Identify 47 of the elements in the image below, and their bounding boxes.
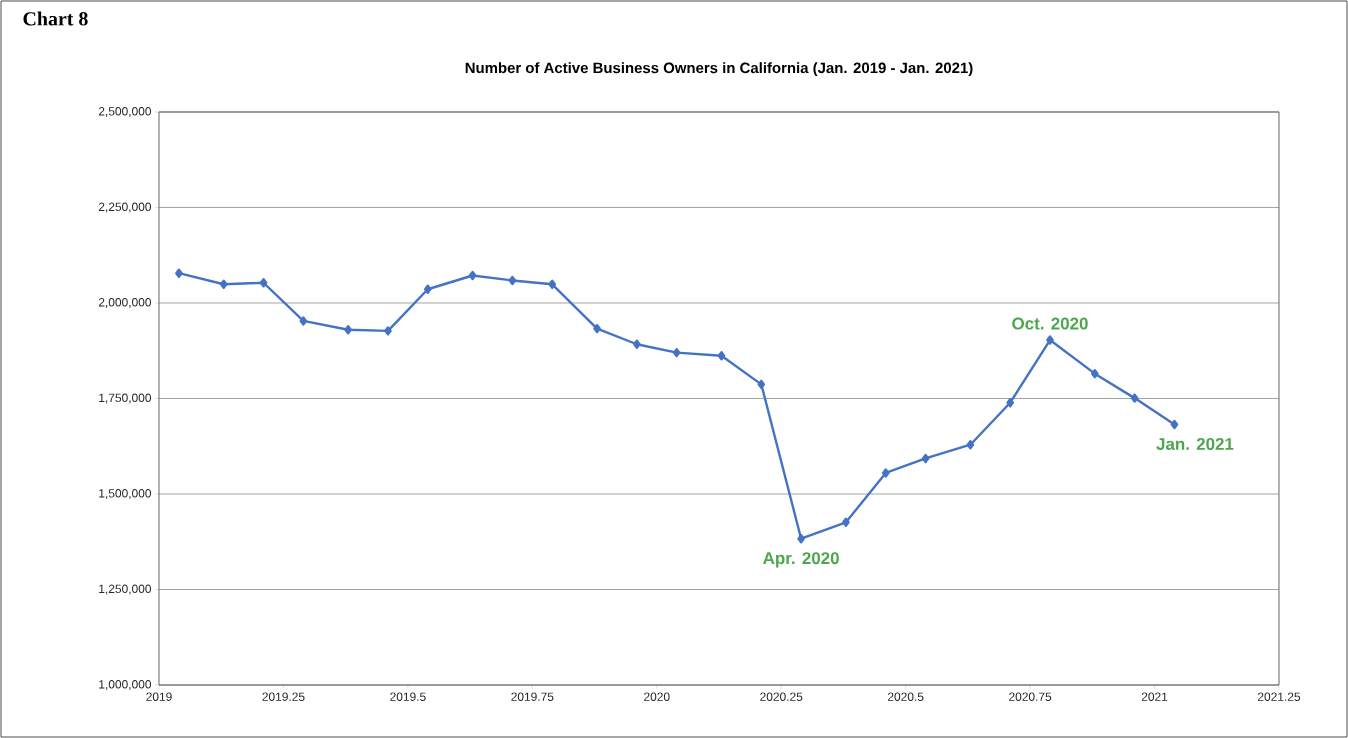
- annotation: Jan. 2021: [1156, 437, 1234, 450]
- x-tick-label: 2020: [644, 692, 670, 701]
- point: [299, 316, 308, 326]
- point: [672, 347, 681, 358]
- annotation: Oct. 2020: [1012, 317, 1088, 330]
- point: [548, 279, 557, 289]
- y-tick-label: 1,500,000: [99, 489, 152, 499]
- point: [423, 284, 432, 294]
- y-tick-label: 1,000,000: [99, 680, 152, 690]
- point: [1130, 393, 1139, 403]
- x-tick-label: 2020.5: [887, 692, 924, 701]
- point: [921, 453, 930, 464]
- point: [508, 275, 517, 286]
- point: [757, 379, 766, 390]
- y-tick-label: 2,250,000: [98, 202, 152, 213]
- point: [1046, 335, 1054, 345]
- caption: Chart 8: [23, 11, 88, 26]
- y-tick-label: 2,000,000: [98, 298, 152, 308]
- y-tick-label: 1,250,000: [99, 584, 152, 595]
- point: [717, 351, 726, 361]
- x-tick-label: 2020.75: [1009, 692, 1052, 701]
- point: [1006, 398, 1015, 408]
- point: [384, 326, 392, 336]
- x-tick-label: 2019.5: [390, 692, 426, 701]
- x-tick-label: 2019.75: [511, 692, 554, 701]
- point: [966, 440, 975, 450]
- point: [593, 323, 601, 334]
- point: [468, 270, 477, 281]
- point: [175, 268, 183, 278]
- point: [219, 279, 228, 289]
- point: [881, 468, 890, 478]
- x-tick-label: 2021: [1141, 692, 1168, 701]
- x-tick-label: 2019.25: [262, 692, 305, 701]
- point: [1170, 419, 1179, 430]
- x-tick-label: 2019: [146, 692, 172, 701]
- y-tick-label: 1,750,000: [99, 393, 152, 404]
- y-tick-label: 2,500,000: [98, 107, 152, 117]
- chart-title: Number of Active Business Owners in California (Jan. 2019 - Jan. 2021): [465, 62, 973, 77]
- x-tick-label: 2020.25: [760, 692, 803, 701]
- point: [797, 534, 805, 544]
- annotation: Apr. 2020: [763, 552, 839, 568]
- point: [259, 278, 268, 288]
- point: [1091, 368, 1099, 379]
- point: [842, 517, 850, 527]
- point: [633, 339, 641, 349]
- point: [344, 325, 352, 335]
- x-tick-label: 2021.25: [1257, 692, 1301, 701]
